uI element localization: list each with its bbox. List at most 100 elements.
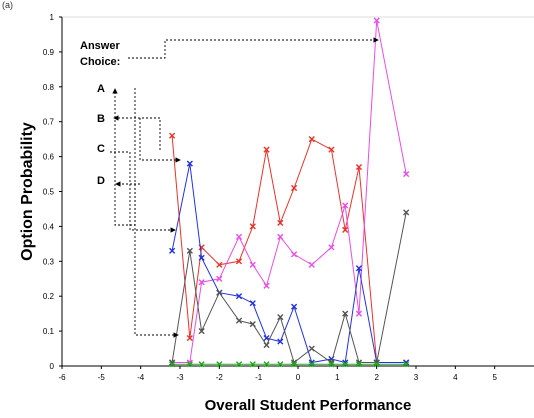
- data-point: [249, 261, 256, 268]
- data-point: [198, 254, 205, 261]
- data-point: [355, 163, 363, 171]
- data-point: [355, 361, 363, 368]
- data-point: [308, 136, 315, 143]
- data-point: [235, 293, 243, 300]
- arrow-b-to-series: [139, 118, 181, 163]
- x-tick-label: -5: [98, 373, 106, 382]
- data-point: [308, 345, 315, 352]
- y-tick-label: 0.1: [43, 327, 55, 336]
- data-point: [263, 341, 270, 349]
- data-point: [290, 361, 298, 368]
- arrow-d-to-series: [134, 184, 179, 338]
- series-b: [169, 160, 410, 366]
- data-point: [186, 334, 193, 342]
- series-line: [172, 20, 407, 363]
- series-layer: [169, 17, 410, 368]
- data-point: [342, 310, 349, 317]
- y-axis-title: Option Probability: [19, 122, 36, 261]
- y-tick-label: 0.2: [43, 292, 55, 301]
- data-point: [277, 219, 284, 227]
- data-point: [342, 361, 349, 368]
- panel-label: (a): [2, 0, 13, 10]
- series-d: [169, 209, 410, 366]
- legend-label-d: D: [97, 175, 105, 187]
- data-point: [249, 300, 256, 307]
- data-point: [263, 334, 270, 342]
- data-point: [403, 170, 410, 178]
- data-point: [328, 244, 335, 251]
- data-point: [186, 160, 193, 167]
- data-point: [235, 361, 243, 368]
- arrow-a-to-series: [128, 37, 379, 59]
- x-tick-label: 3: [414, 373, 419, 382]
- data-point: [290, 184, 298, 192]
- data-point: [169, 132, 176, 139]
- series-c: [169, 132, 410, 366]
- data-point: [355, 310, 363, 317]
- x-tick-label: 2: [374, 373, 379, 382]
- data-point: [216, 361, 223, 368]
- x-tick-label: 1: [335, 373, 340, 382]
- data-point: [277, 314, 284, 321]
- data-point: [249, 321, 256, 328]
- y-tick-label: 0.3: [43, 257, 55, 266]
- data-point: [373, 361, 380, 368]
- y-tick-label: 0.7: [43, 118, 55, 127]
- x-axis-title: Overall Student Performance: [205, 397, 412, 414]
- x-tick-label: 0: [296, 373, 301, 382]
- data-point: [235, 317, 243, 324]
- y-tick-label: 0.9: [43, 48, 55, 57]
- data-point: [308, 361, 315, 368]
- data-point: [277, 338, 284, 345]
- data-point: [328, 361, 335, 368]
- y-tick-label: 0.4: [43, 222, 55, 231]
- x-tick-label: -3: [176, 373, 184, 382]
- arrow-b-label: [113, 115, 161, 150]
- data-point: [373, 17, 380, 24]
- legend-arrows: [110, 37, 379, 338]
- x-tick-label: -1: [255, 373, 263, 382]
- data-point: [186, 361, 193, 368]
- data-point: [290, 251, 298, 258]
- x-axis-ticks: -6 -5 -4 -3 -2 -1 0 1 2 3 4 5: [58, 366, 497, 382]
- series-a: [169, 17, 410, 366]
- legend: Answer Choice: A B C D: [80, 40, 120, 187]
- data-point: [198, 279, 205, 286]
- data-point: [169, 361, 176, 368]
- data-point: [277, 233, 284, 240]
- data-point: [216, 289, 223, 296]
- data-point: [277, 361, 284, 368]
- y-axis-ticks: 0 0.1 0.2 0.3 0.4 0.5 0.6 0.7 0.8 0.9 1: [43, 13, 62, 371]
- legend-label-a: A: [97, 83, 105, 95]
- data-point: [169, 247, 176, 254]
- legend-title-line-1: Answer: [80, 40, 120, 52]
- y-tick-label: 0.5: [43, 188, 55, 197]
- data-point: [186, 247, 193, 254]
- data-point: [263, 146, 270, 153]
- x-tick-label: 4: [453, 373, 458, 382]
- x-tick-label: 5: [492, 373, 497, 382]
- series-unlabeled: [169, 361, 410, 368]
- data-point: [403, 361, 410, 368]
- legend-label-c: C: [97, 143, 105, 155]
- data-point: [249, 223, 256, 230]
- x-tick-label: -2: [216, 373, 224, 382]
- y-tick-label: 0: [50, 362, 55, 371]
- series-line: [171, 163, 407, 364]
- x-tick-label: -6: [58, 373, 66, 382]
- legend-label-b: B: [97, 113, 105, 125]
- data-point: [263, 282, 270, 289]
- data-point: [328, 146, 335, 153]
- data-point: [263, 361, 270, 368]
- data-point: [290, 303, 298, 310]
- legend-title-line-2: Choice:: [80, 56, 120, 68]
- data-point: [235, 233, 243, 240]
- data-point: [216, 275, 223, 282]
- data-point: [342, 226, 349, 233]
- x-tick-label: -4: [137, 373, 145, 382]
- y-tick-label: 1: [50, 13, 55, 22]
- plot-frame: [61, 16, 534, 367]
- arrow-a-label: [112, 88, 136, 226]
- arrow-c-to-series: [110, 151, 176, 233]
